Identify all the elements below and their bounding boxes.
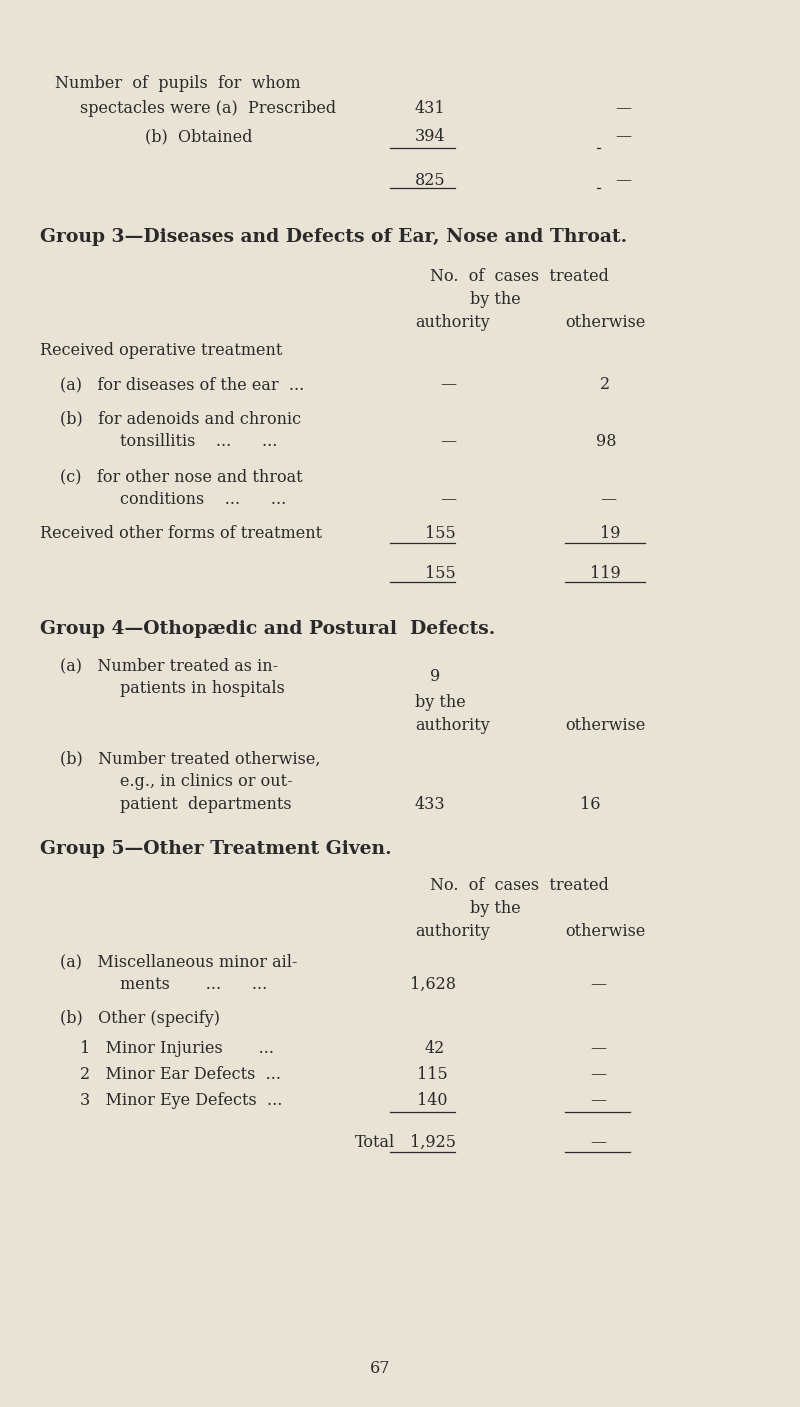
Text: 431: 431: [415, 100, 446, 117]
Text: Group 5—Other Treatment Given.: Group 5—Other Treatment Given.: [40, 840, 392, 858]
Text: 3   Minor Eye Defects  ...: 3 Minor Eye Defects ...: [80, 1092, 282, 1109]
Text: Received other forms of treatment: Received other forms of treatment: [40, 525, 322, 542]
Text: 140: 140: [417, 1092, 447, 1109]
Text: (a)   Number treated as in-: (a) Number treated as in-: [60, 657, 278, 674]
Text: 119: 119: [590, 566, 621, 582]
Text: No.  of  cases  treated: No. of cases treated: [430, 267, 609, 286]
Text: 433: 433: [415, 796, 446, 813]
Text: tonsillitis    ...      ...: tonsillitis ... ...: [120, 433, 278, 450]
Text: 1,628: 1,628: [410, 976, 456, 993]
Text: 19: 19: [600, 525, 621, 542]
Text: e.g., in clinics or out-: e.g., in clinics or out-: [120, 772, 293, 789]
Text: —: —: [440, 491, 456, 508]
Text: 42: 42: [425, 1040, 446, 1057]
Text: Number  of  pupils  for  whom: Number of pupils for whom: [55, 75, 301, 91]
Text: —: —: [590, 1092, 606, 1109]
Text: (b)   for adenoids and chronic: (b) for adenoids and chronic: [60, 409, 301, 426]
Text: (a)   for diseases of the ear  ...: (a) for diseases of the ear ...: [60, 376, 304, 393]
Text: No.  of  cases  treated: No. of cases treated: [430, 877, 609, 893]
Text: 394: 394: [415, 128, 446, 145]
Text: 1,925: 1,925: [410, 1134, 456, 1151]
Text: conditions    ...      ...: conditions ... ...: [120, 491, 286, 508]
Text: otherwise: otherwise: [565, 314, 646, 331]
Text: Total: Total: [355, 1134, 395, 1151]
Text: otherwise: otherwise: [565, 923, 646, 940]
Text: otherwise: otherwise: [565, 718, 646, 734]
Text: 115: 115: [417, 1067, 448, 1083]
Text: 67: 67: [370, 1361, 390, 1377]
Text: —: —: [590, 1134, 606, 1151]
Text: 98: 98: [596, 433, 617, 450]
Text: authority: authority: [415, 314, 490, 331]
Text: by the: by the: [470, 291, 521, 308]
Text: (b)  Obtained: (b) Obtained: [145, 128, 253, 145]
Text: (b)   Other (specify): (b) Other (specify): [60, 1010, 220, 1027]
Text: 155: 155: [425, 525, 456, 542]
Text: 825: 825: [415, 172, 446, 189]
Text: —: —: [615, 100, 631, 117]
Text: by the: by the: [415, 694, 466, 711]
Text: (b)   Number treated otherwise,: (b) Number treated otherwise,: [60, 750, 321, 767]
Text: by the: by the: [470, 900, 521, 917]
Text: —: —: [440, 433, 456, 450]
Text: ments       ...      ...: ments ... ...: [120, 976, 267, 993]
Text: authority: authority: [415, 718, 490, 734]
Text: —: —: [440, 376, 456, 393]
Text: authority: authority: [415, 923, 490, 940]
Text: 155: 155: [425, 566, 456, 582]
Text: —: —: [590, 1067, 606, 1083]
Text: Group 3—Diseases and Defects of Ear, Nose and Throat.: Group 3—Diseases and Defects of Ear, Nos…: [40, 228, 627, 246]
Text: —: —: [615, 128, 631, 145]
Text: spectacles were (a)  Prescribed: spectacles were (a) Prescribed: [80, 100, 336, 117]
Text: 16: 16: [580, 796, 601, 813]
Text: Received operative treatment: Received operative treatment: [40, 342, 282, 359]
Text: Group 4—Othopædic and Postural  Defects.: Group 4—Othopædic and Postural Defects.: [40, 620, 495, 637]
Text: —: —: [615, 172, 631, 189]
Text: —: —: [600, 491, 616, 508]
Text: patient  departments: patient departments: [120, 796, 292, 813]
Text: 2   Minor Ear Defects  ...: 2 Minor Ear Defects ...: [80, 1067, 281, 1083]
Text: patients in hospitals: patients in hospitals: [120, 680, 285, 696]
Text: 1   Minor Injuries       ...: 1 Minor Injuries ...: [80, 1040, 274, 1057]
Text: (c)   for other nose and throat: (c) for other nose and throat: [60, 469, 302, 485]
Text: —: —: [590, 976, 606, 993]
Text: —: —: [590, 1040, 606, 1057]
Text: (a)   Miscellaneous minor ail-: (a) Miscellaneous minor ail-: [60, 953, 298, 969]
Text: 2: 2: [600, 376, 610, 393]
Text: 9: 9: [430, 668, 440, 685]
